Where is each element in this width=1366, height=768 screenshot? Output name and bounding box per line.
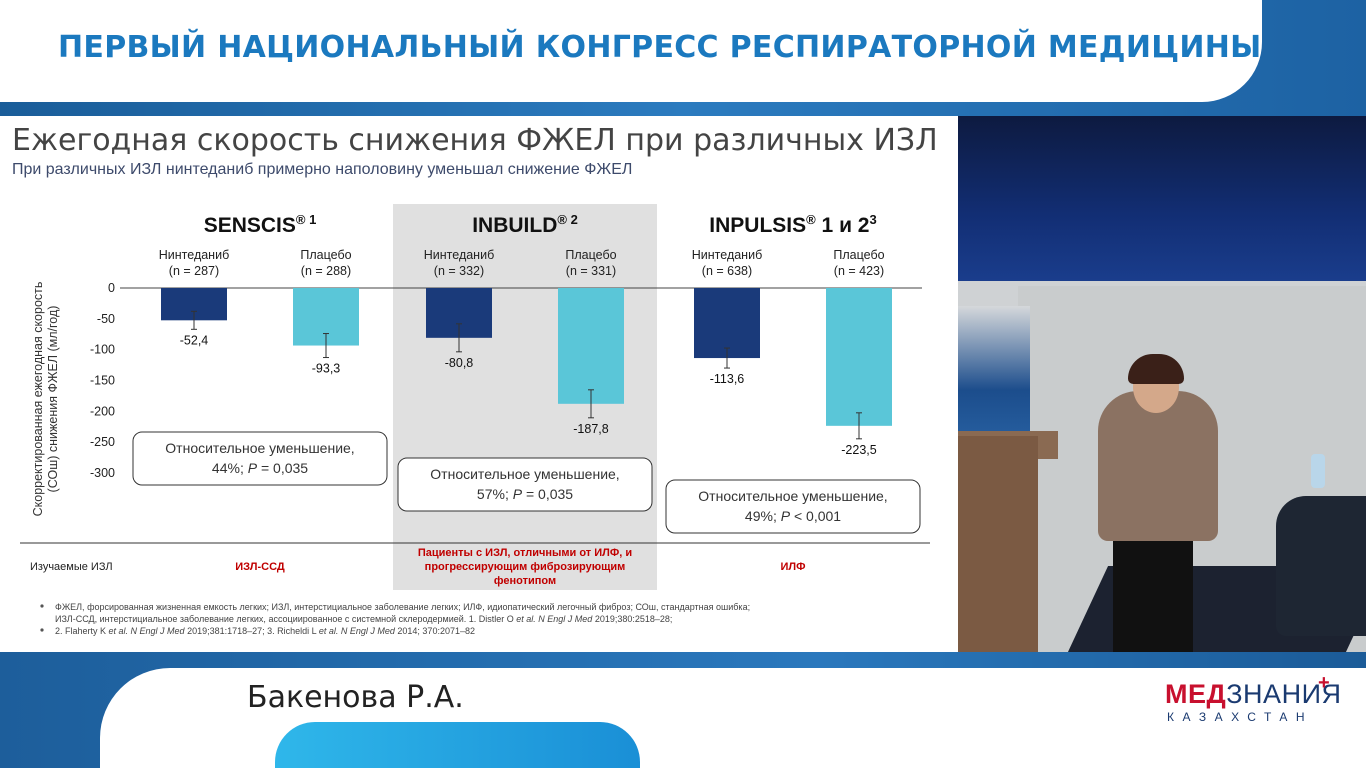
bar-n-label: (n = 287) — [169, 264, 219, 278]
bar-n-label: (n = 332) — [434, 264, 484, 278]
speaker-name: Бакенова Р.А. — [247, 680, 464, 715]
footnote-2: 2. Flaherty K et al. N Engl J Med 2019;3… — [55, 626, 475, 636]
bar-n-label: (n = 288) — [301, 264, 351, 278]
disease-inbuild-line3: фенотипом — [494, 575, 556, 587]
relative-reduction-title: Относительное уменьшение, — [165, 440, 354, 456]
bar-arm-label: Нинтеданиб — [159, 248, 229, 262]
y-tick-label: -200 — [90, 404, 115, 418]
podium — [958, 436, 1038, 652]
studied-ild-label: Изучаемые ИЗЛ — [30, 561, 113, 573]
y-axis-label-line2: (СОш) снижения ФЖЕЛ (мл/год) — [46, 306, 60, 493]
bar-n-label: (n = 423) — [834, 264, 884, 278]
relative-reduction-value: 57%; P = 0,035 — [477, 486, 573, 502]
relative-reduction-box — [132, 431, 388, 486]
footnote-1-line1: ФЖЕЛ, форсированная жизненная емкость ле… — [55, 602, 750, 612]
seated-person — [1276, 496, 1366, 636]
bar-arm-label: Плацебо — [300, 248, 351, 262]
bar-nintedanib — [694, 288, 760, 359]
medznaniya-logo: МЕДЗНАНИЯ — [1165, 679, 1342, 709]
speaker-legs — [1113, 536, 1193, 652]
relative-reduction-title: Относительное уменьшение, — [698, 488, 887, 504]
disease-senscis: ИЗЛ-ССД — [235, 561, 285, 573]
disease-inpulsis: ИЛФ — [780, 561, 805, 573]
slide-title: Ежегодная скорость снижения ФЖЕЛ при раз… — [12, 123, 938, 158]
bar-arm-label: Плацебо — [565, 248, 616, 262]
bar-placebo — [558, 288, 624, 404]
relative-reduction-value: 49%; P < 0,001 — [745, 508, 841, 524]
bar-value-label: -113,6 — [710, 372, 745, 386]
speaker-figure — [1098, 391, 1218, 541]
relative-reduction-value: 44%; P = 0,035 — [212, 460, 308, 476]
y-tick-label: -100 — [90, 343, 115, 357]
relative-reduction-title: Относительное уменьшение, — [430, 466, 619, 482]
fvc-decline-bar-chart: Скорректированная ежегодная скорость (СО… — [20, 204, 930, 636]
bar-value-label: -223,5 — [841, 443, 876, 457]
bar-arm-label: Плацебо — [833, 248, 884, 262]
y-tick-label: -150 — [90, 374, 115, 388]
bar-placebo — [826, 288, 892, 426]
slide-subtitle: При различных ИЗЛ нинтеданиб примерно на… — [12, 161, 633, 178]
relative-reduction-box — [397, 457, 653, 512]
footnote-bullet — [40, 628, 44, 632]
y-tick-label: -300 — [90, 466, 115, 480]
bar-arm-label: Нинтеданиб — [692, 248, 762, 262]
bar-value-label: -187,8 — [573, 422, 608, 436]
footer-wave-decoration — [275, 722, 640, 768]
trial-title-senscis: SENSCIS® 1 — [204, 212, 317, 237]
header-banner — [0, 0, 1262, 102]
speaker-hair — [1128, 354, 1184, 384]
congress-title: ПЕРВЫЙ НАЦИОНАЛЬНЫЙ КОНГРЕСС РЕСПИРАТОРН… — [58, 30, 1262, 65]
trial-title-inbuild: INBUILD® 2 — [472, 212, 578, 237]
trial-title-inpulsis: INPULSIS® 1 и 23 — [709, 212, 876, 237]
relative-reduction-box — [665, 479, 921, 534]
disease-inbuild-line1: Пациенты с ИЗЛ, отличными от ИЛФ, и — [418, 547, 632, 559]
footnote-bullet — [40, 604, 44, 608]
bar-arm-label: Нинтеданиб — [424, 248, 494, 262]
bar-value-label: -93,3 — [312, 362, 341, 376]
logo-plus-icon: + — [1318, 672, 1330, 694]
speaker-camera-feed — [958, 116, 1366, 652]
y-tick-label: -50 — [97, 312, 115, 326]
bar-value-label: -52,4 — [180, 333, 209, 347]
logo-subtitle: КАЗАХСТАН — [1167, 710, 1314, 724]
disease-inbuild-line2: прогрессирующим фиброзирующим — [425, 561, 626, 573]
y-tick-label: 0 — [108, 281, 115, 295]
footnote-1-line2: ИЗЛ-ССД, интерстициальное заболевание ле… — [55, 614, 672, 624]
bar-value-label: -80,8 — [445, 356, 474, 370]
presentation-slide: Ежегодная скорость снижения ФЖЕЛ при раз… — [0, 116, 958, 652]
y-tick-label: -250 — [90, 435, 115, 449]
water-bottle — [1311, 454, 1325, 488]
y-axis-label-line1: Скорректированная ежегодная скорость — [31, 282, 45, 517]
bar-n-label: (n = 638) — [702, 264, 752, 278]
hall-ceiling — [958, 116, 1366, 281]
bar-n-label: (n = 331) — [566, 264, 616, 278]
